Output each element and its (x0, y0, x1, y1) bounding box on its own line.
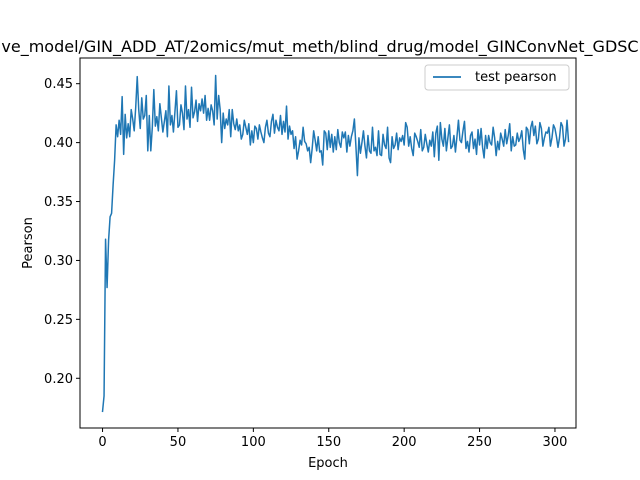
x-tick-label: 100 (241, 435, 266, 450)
y-axis-label: Pearson (21, 217, 36, 269)
legend-label: test pearson (475, 70, 557, 85)
x-tick-label: 150 (316, 435, 341, 450)
y-tick-label: 0.20 (44, 372, 73, 387)
y-tick-label: 0.40 (44, 136, 73, 151)
legend-box (424, 64, 570, 91)
series-line-test-pearson (101, 74, 570, 413)
x-tick-label: 0 (98, 435, 106, 450)
x-axis: 0 50 100 150 200 250 300 (98, 428, 567, 450)
y-axis: 0.20 0.25 0.30 0.35 0.40 0.45 (44, 77, 80, 387)
y-tick-label: 0.25 (44, 313, 73, 328)
x-axis-label: Epoch (308, 456, 348, 471)
plot-frame (79, 57, 577, 429)
plot-area: 0 50 100 150 200 250 300 0.200.250.300.350.400… (44, 57, 577, 450)
y-tick-label: 0.30 (44, 254, 73, 269)
legend: test pearson (424, 64, 570, 91)
x-tick-label: 250 (467, 435, 492, 450)
chart-title: ve_model/GIN_ADD_AT/2omics/mut_meth/blin… (1, 37, 638, 57)
series-layer (101, 74, 570, 413)
x-tick-label: 200 (392, 435, 417, 450)
x-tick-label: 300 (543, 435, 568, 450)
y-tick-label: 0.45 (44, 77, 73, 92)
y-tick-label: 0.35 (44, 195, 73, 210)
x-tick-label: 50 (170, 435, 187, 450)
